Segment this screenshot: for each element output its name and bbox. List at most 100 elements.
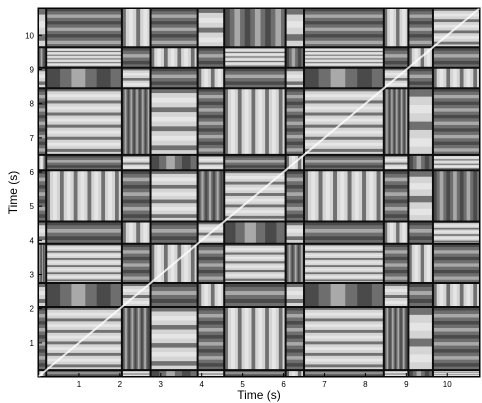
heatmap-stripe (197, 8, 225, 13)
heatmap-stripe (46, 8, 122, 12)
heatmap-stripe (43, 47, 45, 68)
heatmap-stripe (224, 175, 286, 179)
heatmap-cell (304, 170, 384, 222)
heatmap-stripe (150, 126, 198, 132)
heatmap-stripe (466, 283, 471, 307)
heatmap-stripe (144, 306, 146, 371)
heatmap-stripe (150, 243, 155, 284)
heatmap-stripe (190, 243, 195, 284)
heatmap-cell (150, 283, 198, 307)
heatmap-stripe (383, 375, 409, 377)
heatmap-stripe (383, 177, 409, 182)
heatmap-cell (46, 221, 122, 244)
heatmap-stripe (304, 236, 384, 241)
heatmap-cell-fill (285, 47, 305, 68)
heatmap-stripe (383, 184, 409, 189)
y-tick-label: 2 (30, 305, 35, 314)
heatmap-stripe (150, 236, 198, 241)
heatmap-stripe (237, 88, 242, 155)
heatmap-stripe (121, 263, 151, 267)
heatmap-stripe (304, 160, 384, 163)
heatmap-stripe (43, 154, 45, 171)
heatmap-stripe (405, 88, 408, 155)
heatmap-stripe (383, 162, 409, 165)
heatmap-stripe (212, 170, 215, 222)
heatmap-stripe (121, 256, 151, 261)
heatmap-stripe (224, 204, 286, 208)
heatmap-stripe (330, 283, 346, 307)
heatmap-stripe (150, 315, 198, 321)
heatmap-stripe (265, 221, 277, 244)
heatmap-stripe (383, 8, 388, 48)
heatmap-stripe (383, 47, 409, 51)
heatmap-stripe (275, 8, 281, 48)
heatmap-stripe (46, 347, 122, 351)
heatmap-stripe (136, 221, 141, 244)
heatmap-stripe (38, 108, 47, 112)
heatmap-stripe (224, 210, 286, 213)
heatmap-stripe (224, 67, 286, 72)
heatmap-cell-fill (383, 243, 409, 284)
heatmap-stripe (204, 283, 208, 307)
heatmap-stripe (38, 88, 47, 92)
heatmap-stripe (408, 243, 412, 284)
heatmap-stripe (285, 21, 305, 28)
heatmap-stripe (291, 370, 296, 377)
heatmap-stripe (217, 67, 222, 89)
heatmap-stripe (46, 358, 122, 362)
heatmap-stripe (285, 121, 305, 125)
heatmap-cell-fill (432, 47, 480, 68)
heatmap-stripe (150, 74, 198, 79)
heatmap-stripe (150, 199, 198, 204)
heatmap-stripe (46, 60, 122, 62)
heatmap-stripe (108, 170, 112, 222)
heatmap-stripe (304, 124, 384, 128)
heatmap-cell (304, 221, 384, 244)
heatmap-cell (197, 243, 225, 284)
heatmap-stripe (46, 324, 122, 328)
heatmap-stripe (46, 236, 122, 241)
heatmap-stripe (150, 325, 198, 330)
heatmap-stripe (347, 170, 352, 222)
heatmap-stripe (197, 321, 225, 325)
heatmap-stripe (304, 154, 384, 158)
heatmap-stripe (38, 349, 47, 353)
heatmap-stripe (46, 372, 122, 374)
heatmap-stripe (38, 94, 47, 99)
heatmap-stripe (426, 243, 431, 284)
heatmap-stripe (400, 306, 402, 371)
heatmap-stripe (46, 170, 50, 222)
heatmap-cell (432, 370, 480, 377)
heatmap-stripe (408, 34, 433, 38)
heatmap-cell (285, 8, 305, 48)
heatmap-stripe (38, 192, 47, 196)
heatmap-stripe (38, 291, 47, 295)
heatmap-stripe (304, 324, 384, 328)
heatmap-cell (121, 306, 151, 371)
heatmap-stripe (217, 283, 222, 307)
heatmap-cell-fill (46, 154, 122, 171)
heatmap-stripe (383, 67, 409, 71)
heatmap-stripe (197, 238, 225, 241)
heatmap-stripe (297, 47, 302, 68)
heatmap-stripe (271, 306, 276, 371)
heatmap-stripe (244, 306, 249, 371)
heatmap-cell-fill (38, 170, 47, 222)
heatmap-stripe (38, 356, 47, 360)
heatmap-stripe (224, 160, 286, 163)
heatmap-stripe (121, 289, 151, 293)
heatmap-stripe (408, 298, 433, 303)
heatmap-stripe (150, 206, 198, 211)
heatmap-stripe (197, 17, 225, 23)
heatmap-stripe (46, 118, 122, 122)
heatmap-stripe (288, 243, 291, 284)
heatmap-stripe (362, 170, 367, 222)
heatmap-stripe (150, 170, 198, 174)
heatmap-cell (150, 221, 198, 244)
heatmap-cell (285, 283, 305, 307)
heatmap-cell (224, 243, 286, 284)
heatmap-stripe (383, 166, 409, 169)
heatmap-stripe (389, 8, 394, 48)
heatmap-stripe (147, 306, 150, 371)
y-tick-label: 4 (30, 236, 35, 245)
